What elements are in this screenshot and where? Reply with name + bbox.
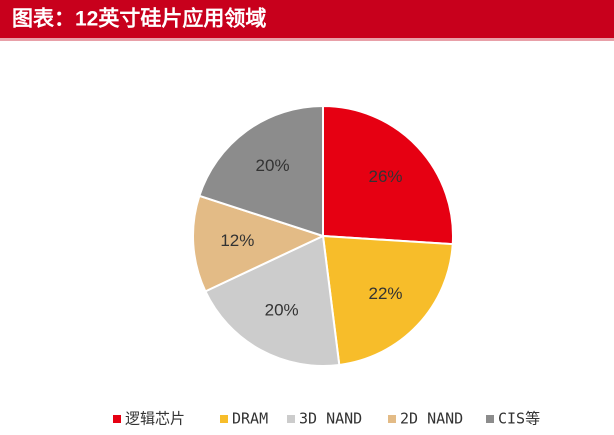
pie-slice: [192, 194, 326, 293]
pie-slice: [322, 104, 454, 246]
value-label: 12%: [220, 231, 254, 250]
legend-label: DRAM: [232, 410, 268, 428]
legend-label: 逻辑芯片: [125, 410, 185, 428]
legend-label: 3D NAND: [299, 410, 362, 428]
pie-slice: [204, 234, 341, 367]
pie-slice: [198, 104, 324, 238]
legend-swatch: [113, 415, 121, 423]
legend-swatch: [388, 415, 396, 423]
value-label: 20%: [256, 156, 290, 175]
chart-title: 图表：12英寸硅片应用领域: [12, 7, 266, 31]
legend-swatch: [486, 415, 494, 423]
legend-swatch: [287, 415, 295, 423]
pie-slice: [321, 234, 454, 367]
value-label: 20%: [265, 301, 299, 320]
legend-label: 2D NAND: [400, 410, 463, 428]
value-label: 26%: [369, 167, 403, 186]
title-bar: [0, 0, 614, 38]
legend-label: CIS等: [498, 410, 540, 428]
value-label: 22%: [369, 284, 403, 303]
title-rule: [0, 38, 614, 41]
legend-swatch: [220, 415, 228, 423]
